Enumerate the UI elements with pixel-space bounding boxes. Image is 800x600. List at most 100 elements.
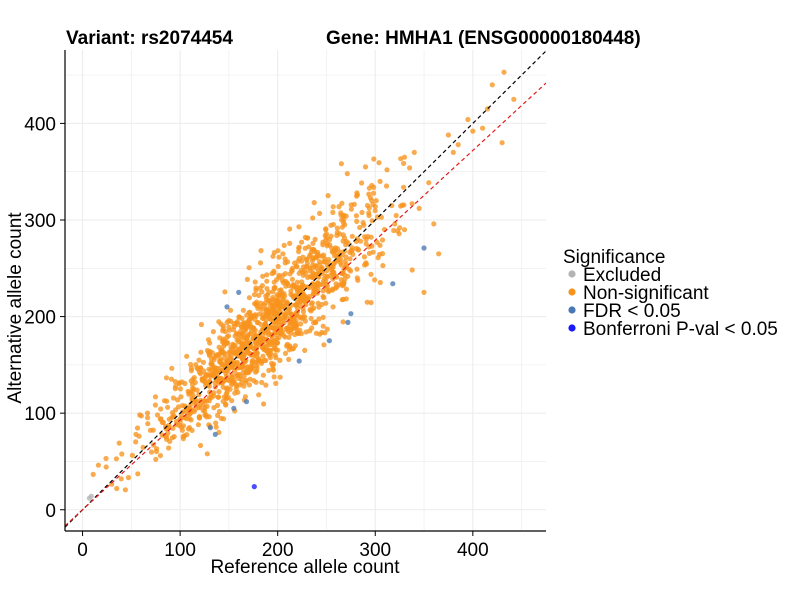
point-non-significant xyxy=(320,239,326,245)
point-non-significant xyxy=(344,171,350,177)
point-non-significant xyxy=(170,395,177,401)
point-non-significant xyxy=(264,327,271,334)
point-non-significant xyxy=(343,296,349,302)
point-non-significant xyxy=(276,254,282,260)
point-non-significant xyxy=(178,394,184,400)
point-non-significant xyxy=(286,356,292,362)
point-non-significant xyxy=(247,309,253,315)
point-non-significant xyxy=(353,213,359,219)
point-non-significant xyxy=(210,329,216,335)
point-non-significant xyxy=(489,82,495,88)
point-non-significant xyxy=(260,312,266,318)
point-non-significant xyxy=(116,440,122,446)
point-non-significant xyxy=(288,330,294,336)
point-non-significant xyxy=(195,422,201,428)
point-non-significant xyxy=(324,274,330,280)
point-non-significant xyxy=(346,266,352,273)
point-non-significant xyxy=(401,227,408,233)
point-non-significant xyxy=(153,456,159,462)
point-non-significant xyxy=(374,239,380,245)
point-non-significant xyxy=(310,215,316,221)
point-non-significant xyxy=(347,256,353,262)
point-non-significant xyxy=(272,345,278,351)
point-non-significant xyxy=(276,272,282,278)
point-non-significant xyxy=(180,403,186,409)
point-non-significant xyxy=(198,349,204,355)
point-non-significant xyxy=(295,258,301,264)
point-non-significant xyxy=(465,116,471,123)
point-non-significant xyxy=(286,306,292,312)
point-non-significant xyxy=(216,319,222,325)
point-non-significant xyxy=(230,341,236,347)
point-non-significant xyxy=(277,330,283,336)
point-non-significant xyxy=(216,351,222,357)
point-non-significant xyxy=(324,235,330,241)
point-non-significant xyxy=(296,224,302,230)
point-non-significant xyxy=(316,316,322,322)
point-non-significant xyxy=(309,300,315,306)
point-non-significant xyxy=(362,164,369,170)
point-non-significant xyxy=(298,331,304,337)
point-non-significant xyxy=(409,267,415,273)
point-non-significant xyxy=(118,476,124,482)
point-non-significant xyxy=(157,453,163,459)
point-non-significant xyxy=(268,342,274,348)
point-non-significant xyxy=(284,343,290,349)
point-non-significant xyxy=(179,427,185,433)
point-non-significant xyxy=(298,267,304,273)
point-non-significant xyxy=(364,299,370,305)
point-non-significant xyxy=(245,331,252,338)
y-axis-label: Alternative allele count xyxy=(5,212,26,404)
point-non-significant xyxy=(375,255,381,261)
point-non-significant xyxy=(300,309,307,315)
point-non-significant xyxy=(176,422,182,429)
point-non-significant xyxy=(341,282,347,288)
point-non-significant xyxy=(236,314,242,320)
point-non-significant xyxy=(359,180,365,186)
point-non-significant xyxy=(272,340,278,346)
point-non-significant xyxy=(125,475,132,481)
point-non-significant xyxy=(407,165,413,171)
point-non-significant xyxy=(372,203,378,210)
point-non-significant xyxy=(313,330,319,336)
point-non-significant xyxy=(328,222,334,228)
point-non-significant xyxy=(272,352,278,358)
point-non-significant xyxy=(192,379,198,386)
point-non-significant xyxy=(267,355,273,361)
point-non-significant xyxy=(215,412,221,418)
point-non-significant xyxy=(223,402,229,408)
point-non-significant xyxy=(372,208,378,214)
point-non-significant xyxy=(221,343,227,349)
point-non-significant xyxy=(303,264,309,270)
point-non-significant xyxy=(309,258,315,264)
point-non-significant xyxy=(332,253,338,259)
point-non-significant xyxy=(367,195,373,201)
point-non-significant xyxy=(401,160,407,166)
point-non-significant xyxy=(188,365,195,371)
point-non-significant xyxy=(206,414,212,420)
point-non-significant xyxy=(272,331,278,337)
point-non-significant xyxy=(340,220,347,226)
point-non-significant xyxy=(265,350,271,356)
point-non-significant xyxy=(207,340,213,346)
point-non-significant xyxy=(133,439,139,445)
reference-line-identity xyxy=(65,50,546,528)
legend: Significance ExcludedNon-significantFDR … xyxy=(563,247,778,340)
point-non-significant xyxy=(172,379,178,385)
point-non-significant xyxy=(176,380,182,387)
point-non-significant xyxy=(301,283,308,290)
point-non-significant xyxy=(256,392,262,398)
point-non-significant xyxy=(290,320,296,326)
point-non-significant xyxy=(323,226,329,232)
point-non-significant xyxy=(368,300,374,306)
point-non-significant xyxy=(171,434,177,440)
point-non-significant xyxy=(317,210,323,216)
point-non-significant xyxy=(369,218,375,224)
legend-label: Excluded xyxy=(583,265,661,286)
point-non-significant xyxy=(247,323,254,329)
point-non-significant xyxy=(274,335,280,341)
point-non-significant xyxy=(320,293,326,300)
point-non-significant xyxy=(206,351,212,357)
point-non-significant xyxy=(201,368,207,374)
point-non-significant xyxy=(369,182,375,189)
